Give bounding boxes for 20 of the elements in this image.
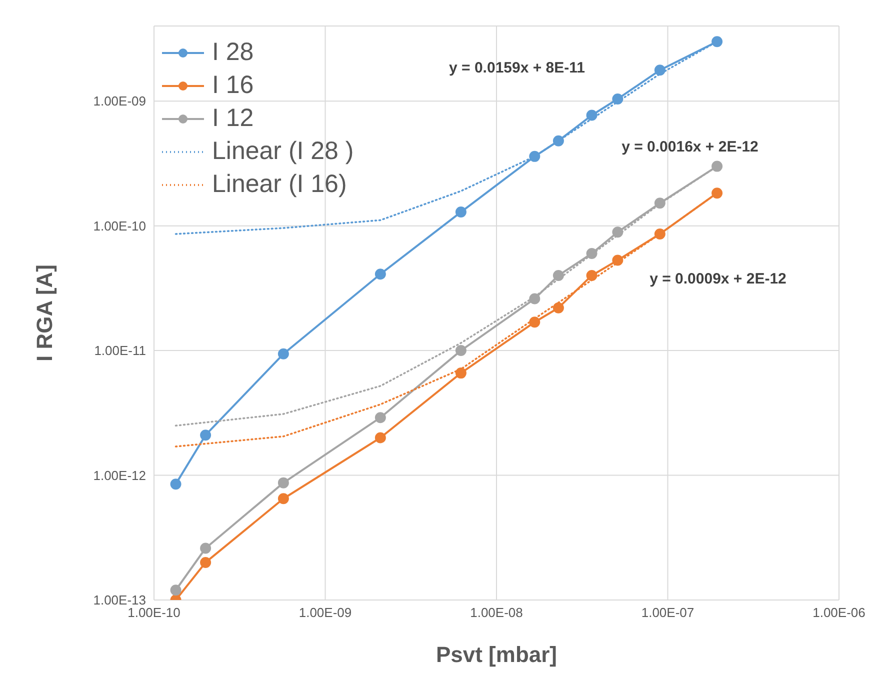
y-tick-label: 1.00E-12 [93, 468, 146, 483]
x-tick-label: 1.00E-08 [470, 605, 523, 620]
x-tick-label: 1.00E-07 [641, 605, 694, 620]
x-tick-label: 1.00E-06 [812, 605, 866, 620]
y-tick-label: 1.00E-10 [93, 218, 146, 234]
annotation: y = 0.0159x + 8E-11 [449, 60, 585, 76]
annotation: y = 0.0016x + 2E-12 [622, 138, 758, 156]
legend-label: I 16 [212, 70, 254, 101]
annotation: y = 0.0009x + 2E-12 [650, 270, 786, 288]
legend-label: I 12 [212, 103, 254, 134]
x-axis-title: Psvt [mbar] [436, 642, 558, 667]
legend-label: I 28 [212, 37, 254, 68]
y-axis-title: I RGA [A] [32, 264, 57, 362]
y-tick-label: 1.00E-09 [93, 94, 146, 109]
legend-label: Linear (I 16) [212, 169, 347, 200]
x-tick-label: 1.00E-10 [128, 605, 180, 620]
y-tick-label: 1.00E-11 [94, 343, 146, 358]
x-tick-label: 1.00E-09 [298, 605, 352, 620]
legend-label: Linear (I 28 ) [212, 136, 354, 167]
y-tick-label: 1.00E-13 [93, 592, 146, 608]
